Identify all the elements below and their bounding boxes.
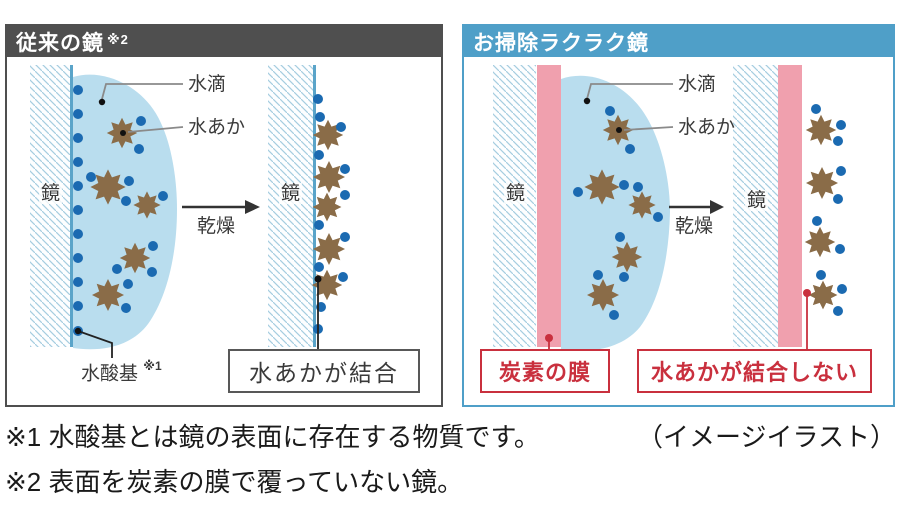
floating-scale-in-droplet [573,106,663,320]
mirror-label-wet: 鏡 [504,183,528,204]
scale-bonds-box: 水あかが結合 [228,349,420,393]
image-illustration-caption: （イメージイラスト） [637,422,896,452]
hydroxyl-note: ※1 [143,359,162,373]
conventional-panel-title: 従来の鏡 [16,31,104,55]
footnotes: ※1 水酸基とは鏡の表面に存在する物質です。 （イメージイラスト） ※2 表面を… [5,417,896,507]
conventional-panel-header: 従来の鏡 ※2 [7,26,441,57]
water-droplet-label: 水滴 [188,74,227,95]
conventional-diagram-graphic [30,65,350,358]
footnote-1: ※1 水酸基とは鏡の表面に存在する物質です。 [5,422,540,452]
water-scale-particles [86,116,168,313]
drying-arrow [182,200,260,214]
water-droplet-label: 水滴 [678,74,717,95]
easy-clean-panel-header: お掃除ラクラク鏡 [464,26,893,57]
water-scale-label: 水あか [678,117,736,138]
carbon-film-box: 炭素の膜 [480,349,610,393]
unbonded-scale-particles [804,104,847,316]
wet-coated-mirror-graphic [493,65,674,351]
easy-clean-panel-title: お掃除ラクラク鏡 [473,31,649,55]
mirror-label-wet: 鏡 [39,183,63,204]
scale-does-not-bond-box: 水あかが結合しない [637,349,872,393]
mirror-label-dry: 鏡 [745,190,769,211]
dry-mirror-graphic [268,65,350,349]
conventional-panel-title-note: ※2 [107,31,129,47]
wet-mirror-graphic [30,65,184,350]
drying-label: 乾燥 [197,216,236,237]
hydroxyl-label: 水酸基 ※1 [81,359,162,385]
drying-label: 乾燥 [675,216,714,237]
easy-clean-panel-body: 鏡 水滴 水あか 乾燥 鏡 炭素の膜 水あかが結合しない [464,57,893,405]
mirror-label-dry: 鏡 [279,183,303,204]
conventional-mirror-panel: 従来の鏡 ※2 [5,24,443,407]
easy-clean-mirror-panel: お掃除ラクラク鏡 [462,24,895,407]
footnote-row-2: ※2 表面を炭素の膜で覆っていない鏡。 [5,462,896,499]
conventional-panel-body: 鏡 水滴 水あか 乾燥 鏡 水酸基 ※1 水あかが結合 [7,57,441,405]
footnote-row-1: ※1 水酸基とは鏡の表面に存在する物質です。 （イメージイラスト） [5,417,896,454]
hydroxyl-leader [74,327,113,358]
water-scale-label: 水あか [188,117,246,138]
easy-clean-diagram-graphic [493,65,847,351]
drying-arrow [669,200,724,214]
footnote-2: ※2 表面を炭素の膜で覆っていない鏡。 [5,467,464,497]
